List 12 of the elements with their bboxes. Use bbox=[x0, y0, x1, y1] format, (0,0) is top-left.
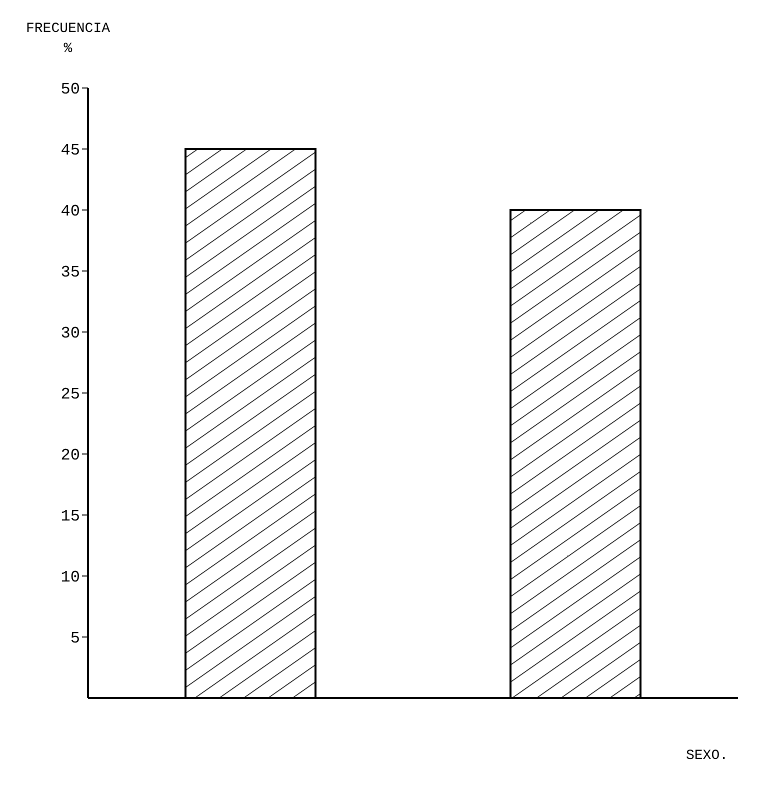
y-axis-title: FRECUENCIA % bbox=[26, 21, 111, 57]
y-tick-label: 40 bbox=[60, 202, 80, 221]
y-tick-label: 45 bbox=[60, 142, 80, 160]
y-tick-label: 35 bbox=[60, 264, 80, 282]
x-axis-title: SEXO. bbox=[686, 748, 728, 764]
y-tick-label: 20 bbox=[60, 446, 80, 465]
y-tick-label: 10 bbox=[60, 568, 80, 587]
y-tick-label: 30 bbox=[60, 324, 80, 343]
y-tick-label: 5 bbox=[70, 630, 80, 648]
y-tick-label: 25 bbox=[60, 386, 80, 404]
y-tick-label: 15 bbox=[60, 508, 80, 526]
y-tick-label: 50 bbox=[60, 80, 80, 99]
